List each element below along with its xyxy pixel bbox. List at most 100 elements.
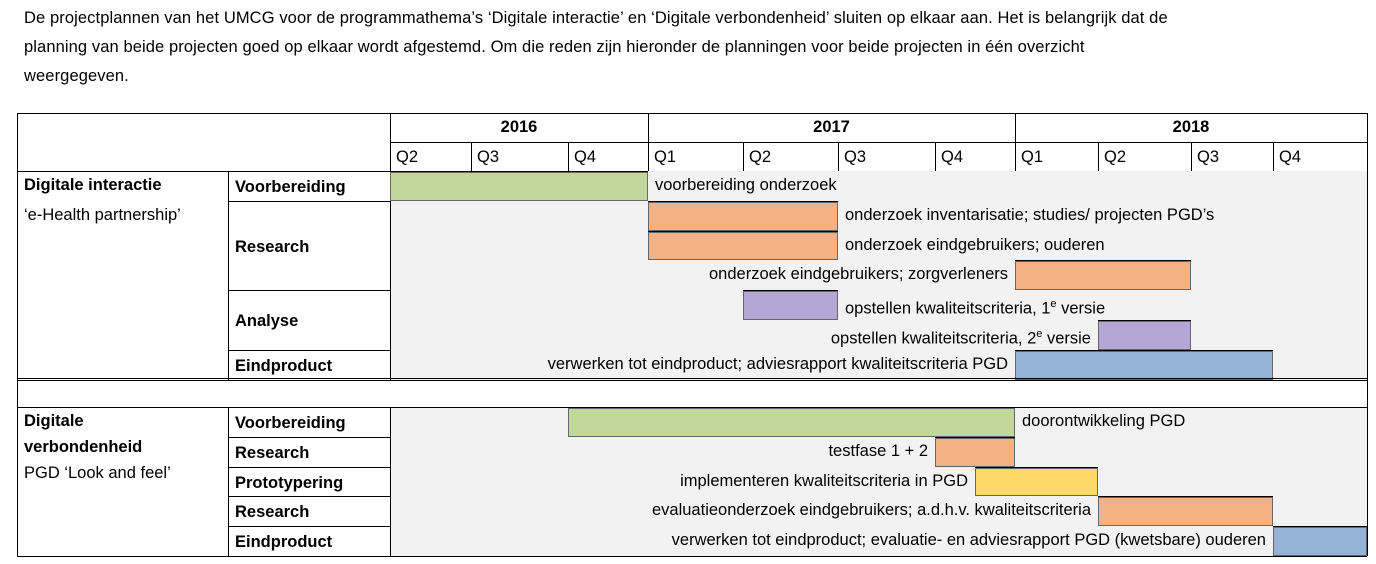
phase-divider [228, 436, 390, 438]
intro-line: De projectplannen van het UMCG voor de p… [24, 9, 1168, 27]
phase-label: Voorbereiding [235, 413, 346, 432]
intro-line: planning van beide projecten goed op elk… [24, 38, 1085, 56]
quarter-divider [1098, 142, 1099, 171]
quarter-header: Q2 [749, 148, 772, 166]
table-left-border [17, 113, 18, 171]
table-left-border [17, 171, 18, 380]
quarter-header: Q1 [1021, 148, 1044, 166]
task-label: onderzoek eindgebruikers; ouderen [845, 235, 1105, 255]
task-bar [1015, 350, 1273, 380]
year-header: 2016 [500, 118, 538, 136]
table-right-border [1367, 171, 1368, 380]
quarter-header: Q3 [1197, 148, 1220, 166]
phase-divider [228, 466, 390, 468]
task-bar-edge [648, 230, 838, 232]
quarter-divider [568, 142, 569, 171]
gantt-background [390, 171, 1367, 380]
task-label-text: verwerken tot eindproduct; evaluatie- en… [671, 531, 1266, 550]
task-label: implementeren kwaliteitscriteria in PGD [680, 471, 968, 491]
chart-left-border [390, 113, 391, 171]
quarter-header: Q3 [844, 148, 867, 166]
task-label-sup: e [1050, 298, 1057, 311]
task-label: verwerken tot eindproduct; evaluatie- en… [672, 530, 1266, 550]
task-bar-edge [935, 436, 1015, 438]
phase-label: Analyse [235, 312, 299, 330]
table-left-border [17, 407, 18, 556]
task-label-text: implementeren kwaliteitscriteria in PGD [680, 471, 968, 490]
task-bar [743, 291, 838, 320]
task-bar-edge [1098, 496, 1273, 498]
project-subtitle: ‘e-Health partnership’ [24, 206, 181, 224]
chart-left-border [390, 171, 391, 380]
phase-label: Research [235, 237, 310, 256]
task-label: voorbereiding onderzoek [655, 175, 837, 195]
task-label: evaluatieonderzoek eindgebruikers; a.d.h… [652, 500, 1091, 520]
task-label-sup: e [1036, 328, 1043, 340]
label-column-divider [228, 407, 229, 556]
quarter-header: Q4 [1279, 148, 1302, 166]
quarter-header: Q2 [1104, 148, 1127, 166]
phase-label: Eindproduct [235, 356, 333, 375]
block-bottom-border [17, 379, 1367, 381]
project-name: verbondenheid [24, 438, 143, 456]
task-label-text: doorontwikkeling PGD [1022, 412, 1186, 430]
task-bar [568, 408, 1015, 437]
task-bar-edge [1015, 349, 1273, 351]
task-label-text: verwerken tot eindproduct; adviesrapport… [547, 354, 1008, 373]
project-name: Digitale [24, 412, 84, 430]
task-label: onderzoek eindgebruikers; zorgverleners [709, 264, 1008, 284]
quarter-divider [743, 142, 744, 171]
task-label: verwerken tot eindproduct; adviesrapport… [548, 354, 1008, 374]
task-label-suffix: versie [1042, 329, 1091, 348]
task-bar [390, 172, 648, 201]
chart-left-border [390, 407, 391, 556]
phase-divider [228, 496, 390, 498]
project-name: Digitale interactie [24, 176, 162, 194]
task-label: opstellen kwaliteitscriteria, 2e versie [831, 324, 1091, 349]
year-divider [1015, 113, 1016, 142]
quarter-header: Q4 [574, 148, 597, 166]
task-bar [1273, 527, 1367, 556]
task-label-suffix: versie [1056, 299, 1106, 318]
quarter-header: Q3 [477, 148, 500, 166]
quarter-divider [1015, 142, 1016, 171]
task-bar-edge [743, 290, 838, 292]
task-bar-edge [975, 466, 1098, 468]
phase-divider [228, 200, 390, 202]
task-bar-edge [648, 200, 838, 202]
phase-label: Research [235, 443, 310, 462]
task-bar-edge [1015, 260, 1191, 262]
quarter-divider [648, 142, 649, 171]
task-bar-edge [390, 171, 648, 172]
year-divider [648, 113, 649, 142]
task-bar [935, 437, 1015, 467]
task-bar [1098, 321, 1191, 350]
task-bar [648, 201, 838, 231]
task-label-text: onderzoek eindgebruikers; zorgverleners [709, 265, 1008, 284]
quarter-divider [935, 142, 936, 171]
task-bar [1098, 497, 1273, 527]
phase-label: Prototypering [235, 473, 344, 492]
quarter-divider [1191, 142, 1192, 171]
block-bottom-border [17, 556, 1367, 557]
task-bar [648, 231, 838, 261]
phase-divider [228, 290, 390, 292]
label-column-divider [228, 171, 229, 380]
task-label-text: opstellen kwaliteitscriteria, 2 [830, 329, 1037, 348]
task-label: doorontwikkeling PGD [1022, 411, 1185, 431]
task-label: opstellen kwaliteitscriteria, 1e versie [845, 294, 1105, 319]
separator-bottom [17, 407, 1367, 408]
intro-paragraph: De projectplannen van het UMCG voor de p… [24, 4, 1364, 91]
quarter-header: Q2 [396, 148, 419, 166]
phase-divider [228, 526, 390, 528]
table-right-border [1367, 407, 1368, 556]
table-left-border [17, 379, 18, 407]
phase-label: Eindproduct [235, 533, 333, 552]
intro-line: weergegeven. [24, 67, 129, 85]
task-label-text: evaluatieonderzoek eindgebruikers; a.d.h… [651, 501, 1091, 520]
phase-label: Voorbereiding [235, 177, 346, 196]
table-right-border [1367, 379, 1368, 407]
project-subtitle: PGD ‘Look and feel’ [24, 464, 171, 482]
year-header: 2017 [813, 118, 850, 136]
task-label-text: voorbereiding onderzoek [655, 176, 837, 194]
